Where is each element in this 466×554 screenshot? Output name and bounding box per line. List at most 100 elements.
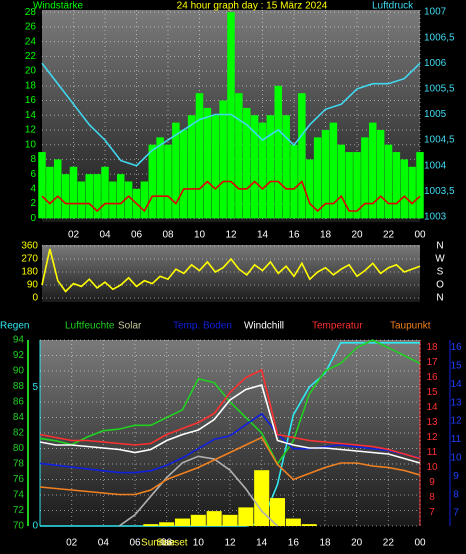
- y-tick-label: 94: [13, 335, 25, 346]
- bar: [353, 152, 361, 219]
- bar: [85, 174, 93, 219]
- y-tick-label: 1004,5: [424, 135, 455, 146]
- bar: [203, 107, 212, 219]
- bar: [124, 181, 133, 219]
- bar: [54, 159, 62, 219]
- x-tick-label: 14: [256, 538, 268, 549]
- y-tick-label: 13: [450, 397, 462, 408]
- bar: [243, 107, 251, 219]
- legend-label: Windstärke: [33, 1, 83, 12]
- bar: [117, 174, 125, 219]
- y-tick-label: 16: [25, 95, 37, 106]
- y-tick-label: 78: [13, 459, 25, 470]
- bar: [187, 115, 196, 219]
- bar: [282, 115, 290, 219]
- x-tick-label: 00: [414, 230, 426, 241]
- y-tick-label: 92: [13, 350, 25, 361]
- y-tick-label: 22: [25, 51, 37, 62]
- y-tick-label: 12: [426, 432, 438, 443]
- x-tick-label: 12: [225, 230, 237, 241]
- line: [41, 62, 421, 167]
- bar: [238, 507, 254, 526]
- bar: [69, 166, 78, 219]
- y-tick-label: 7: [429, 507, 435, 518]
- legend-label: Luftfeuchte: [65, 321, 115, 332]
- bar: [285, 518, 301, 526]
- y-tick-label: 180: [21, 267, 38, 278]
- y-tick-label: 16: [450, 342, 462, 353]
- x-tick-label: 10: [193, 538, 205, 549]
- line: [39, 436, 421, 496]
- y-tick-label: 0: [30, 213, 36, 224]
- bar: [77, 181, 86, 219]
- bar: [376, 129, 385, 219]
- x-tick-label: 20: [351, 538, 363, 549]
- line: [39, 412, 421, 474]
- y-tick-label: 9: [453, 471, 459, 482]
- bar: [211, 115, 219, 219]
- bar: [345, 152, 353, 219]
- y-tick-label: 4: [30, 184, 36, 195]
- line: [118, 455, 279, 527]
- legend-label: Luftdruck: [372, 1, 414, 12]
- x-tick-label: 14: [257, 230, 269, 241]
- y-tick-label: 70: [13, 521, 25, 532]
- bar: [206, 511, 222, 526]
- bar: [61, 174, 70, 219]
- y-tick-label: 14: [25, 110, 37, 121]
- y-tick-label: O: [436, 280, 444, 291]
- y-tick-label: 84: [13, 412, 25, 423]
- y-tick-label: 17: [426, 357, 438, 368]
- bar: [174, 518, 191, 526]
- x-tick-label: 02: [66, 538, 78, 549]
- bar: [222, 514, 238, 526]
- y-tick-label: 270: [21, 254, 38, 265]
- y-tick-label: 26: [25, 22, 37, 33]
- y-tick-label: 28: [25, 7, 37, 18]
- line: [39, 368, 421, 460]
- y-tick-label: 1003: [424, 212, 447, 223]
- x-tick-label: 16: [288, 230, 300, 241]
- y-tick-label: 8: [30, 154, 36, 165]
- y-tick-label: 1003,5: [424, 186, 455, 197]
- sunrise-label: Sunrise: [141, 538, 175, 549]
- line: [39, 339, 421, 466]
- bar: [361, 137, 369, 219]
- legend-label: Temp. Boden: [173, 321, 232, 332]
- bar: [258, 122, 267, 219]
- bar: [408, 166, 416, 219]
- y-tick-label: 360: [21, 241, 38, 252]
- bar: [321, 129, 330, 219]
- bar: [301, 524, 317, 526]
- y-tick-label: 82: [13, 428, 25, 439]
- bar: [266, 115, 275, 219]
- bar: [329, 122, 338, 219]
- bar: [392, 152, 401, 219]
- plot-area: [42, 245, 420, 302]
- bar: [101, 166, 109, 219]
- bar: [298, 93, 306, 219]
- legend-label: Solar: [118, 321, 142, 332]
- y-tick-label: 0: [32, 521, 38, 532]
- y-tick-label: 0: [32, 293, 38, 304]
- x-tick-label: 12: [224, 538, 236, 549]
- x-tick-label: 22: [383, 538, 395, 549]
- y-tick-label: 11: [427, 447, 438, 458]
- line: [39, 384, 421, 464]
- y-tick-label: 12: [450, 416, 462, 427]
- x-tick-label: 18: [320, 230, 332, 241]
- bar: [235, 93, 243, 219]
- legend-label: Windchill: [244, 321, 284, 332]
- bar: [159, 522, 175, 526]
- bar: [416, 152, 424, 219]
- y-tick-label: 5: [32, 382, 38, 393]
- x-tick-label: 18: [319, 538, 331, 549]
- y-tick-label: 20: [25, 66, 37, 77]
- bar: [195, 93, 204, 219]
- y-tick-label: 13: [426, 417, 438, 428]
- y-tick-label: 18: [25, 80, 37, 91]
- legend-label: Taupunkt: [390, 321, 431, 332]
- bar: [337, 144, 345, 219]
- y-tick-label: N: [436, 293, 443, 304]
